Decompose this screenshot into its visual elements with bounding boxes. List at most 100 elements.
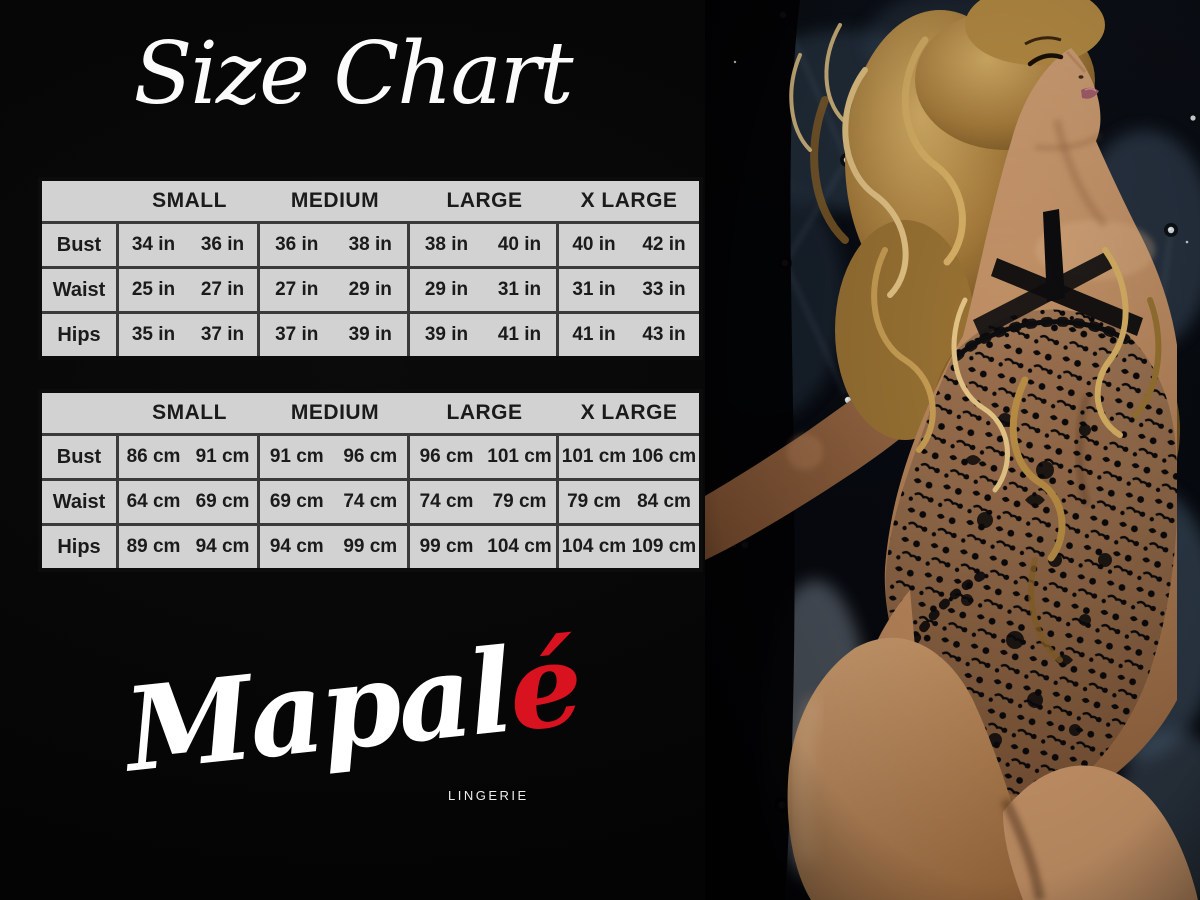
size-value-cell: 89 cm 94 cm (119, 526, 257, 568)
size-value-cell: 79 cm 84 cm (559, 481, 699, 523)
size-value: 39 in (348, 324, 392, 345)
size-value: 74 cm (419, 491, 474, 512)
size-value: 69 cm (195, 491, 250, 512)
size-value: 35 in (131, 324, 176, 345)
size-value: 94 cm (195, 536, 250, 557)
size-value: 43 in (642, 324, 686, 345)
brand-subtitle: LINGERIE (448, 788, 529, 803)
size-value: 37 in (275, 324, 319, 345)
size-value-cell: 86 cm 91 cm (119, 436, 257, 478)
size-value: 91 cm (195, 446, 250, 467)
size-value-cell: 101 cm 106 cm (559, 436, 699, 478)
size-value: 99 cm (343, 536, 398, 557)
size-value-cell: 25 in 27 in (119, 269, 257, 311)
size-value: 104 cm (487, 536, 552, 557)
size-value-cell: 34 in 36 in (119, 224, 257, 266)
size-value: 109 cm (631, 536, 697, 557)
size-value: 29 in (424, 279, 469, 300)
size-value-cell: 64 cm 69 cm (119, 481, 257, 523)
size-column-header: X LARGE (580, 401, 678, 424)
size-value: 104 cm (561, 536, 627, 557)
size-value: 34 in (131, 234, 176, 255)
corner-cell (42, 393, 119, 433)
size-value-cell: 36 in 38 in (260, 224, 407, 266)
size-value-cell: 27 in 29 in (260, 269, 407, 311)
size-value: 38 in (348, 234, 392, 255)
measurement-label: Waist (42, 269, 116, 311)
size-value: 96 cm (343, 446, 398, 467)
measurement-label: Bust (42, 224, 116, 266)
size-value: 64 cm (126, 491, 181, 512)
size-column-header: LARGE (446, 401, 523, 424)
model-photo (705, 0, 1200, 900)
size-table-centimeters: SMALL MEDIUM LARGE X LARGE Bust 86 cm 91 cm 91 … (38, 389, 703, 572)
brand-name: Mapal (118, 623, 517, 799)
size-value: 41 in (572, 324, 616, 345)
measurement-label: Waist (42, 481, 116, 523)
brand-logo: Mapalé (0, 604, 710, 812)
size-value: 31 in (572, 279, 616, 300)
size-value-cell: 99 cm 104 cm (410, 526, 556, 568)
size-value-cell: 38 in 40 in (410, 224, 556, 266)
size-table-header-row: SMALL MEDIUM LARGE X LARGE (42, 181, 699, 221)
size-column-header: MEDIUM (290, 189, 380, 212)
size-value-cell: 96 cm 101 cm (410, 436, 556, 478)
measurement-label: Hips (42, 526, 116, 568)
size-value-cell: 37 in 39 in (260, 314, 407, 356)
size-value-cell: 74 cm 79 cm (410, 481, 556, 523)
size-table-header-row: SMALL MEDIUM LARGE X LARGE (42, 393, 699, 433)
size-value: 37 in (200, 324, 245, 345)
size-value: 41 in (497, 324, 542, 345)
size-value: 101 cm (561, 446, 627, 467)
corner-cell (42, 181, 119, 221)
size-value: 36 in (200, 234, 245, 255)
size-value: 69 cm (269, 491, 324, 512)
size-value-cell: 69 cm 74 cm (260, 481, 407, 523)
size-value: 106 cm (631, 446, 697, 467)
size-value: 101 cm (487, 446, 552, 467)
size-value: 33 in (642, 279, 686, 300)
size-value-cell: 104 cm 109 cm (559, 526, 699, 568)
size-value: 79 cm (492, 491, 547, 512)
size-value: 79 cm (567, 491, 621, 512)
size-value: 91 cm (269, 446, 324, 467)
size-value-cell: 29 in 31 in (410, 269, 556, 311)
size-value-cell: 94 cm 99 cm (260, 526, 407, 568)
size-value: 40 in (572, 234, 616, 255)
size-value: 39 in (424, 324, 469, 345)
size-value-cell: 91 cm 96 cm (260, 436, 407, 478)
size-value: 27 in (200, 279, 245, 300)
size-value: 89 cm (126, 536, 181, 557)
size-value: 74 cm (343, 491, 398, 512)
size-value: 86 cm (126, 446, 181, 467)
size-value: 36 in (275, 234, 319, 255)
size-value: 27 in (275, 279, 319, 300)
size-column-header: LARGE (446, 189, 523, 212)
size-value-cell: 35 in 37 in (119, 314, 257, 356)
size-value-cell: 39 in 41 in (410, 314, 556, 356)
brand-accent-letter: é (502, 616, 587, 759)
size-value: 42 in (642, 234, 686, 255)
model-photo-illustration (705, 0, 1200, 900)
size-value: 31 in (497, 279, 542, 300)
size-column-header: MEDIUM (290, 401, 380, 424)
size-value: 29 in (348, 279, 392, 300)
size-table-inches: SMALL MEDIUM LARGE X LARGE Bust 34 in 36 in 36 … (38, 177, 703, 360)
page-title: Size Chart (133, 24, 573, 124)
size-value: 99 cm (419, 536, 474, 557)
size-value: 84 cm (637, 491, 691, 512)
size-value-cell: 31 in 33 in (559, 269, 699, 311)
size-column-header: SMALL (152, 401, 227, 424)
size-value: 38 in (424, 234, 469, 255)
size-value: 40 in (497, 234, 542, 255)
size-value: 25 in (131, 279, 176, 300)
size-value-cell: 40 in 42 in (559, 224, 699, 266)
measurement-label: Hips (42, 314, 116, 356)
size-column-header: X LARGE (580, 189, 678, 212)
size-column-header: SMALL (152, 189, 227, 212)
size-value: 94 cm (269, 536, 324, 557)
size-value: 96 cm (419, 446, 474, 467)
measurement-label: Bust (42, 436, 116, 478)
size-value-cell: 41 in 43 in (559, 314, 699, 356)
